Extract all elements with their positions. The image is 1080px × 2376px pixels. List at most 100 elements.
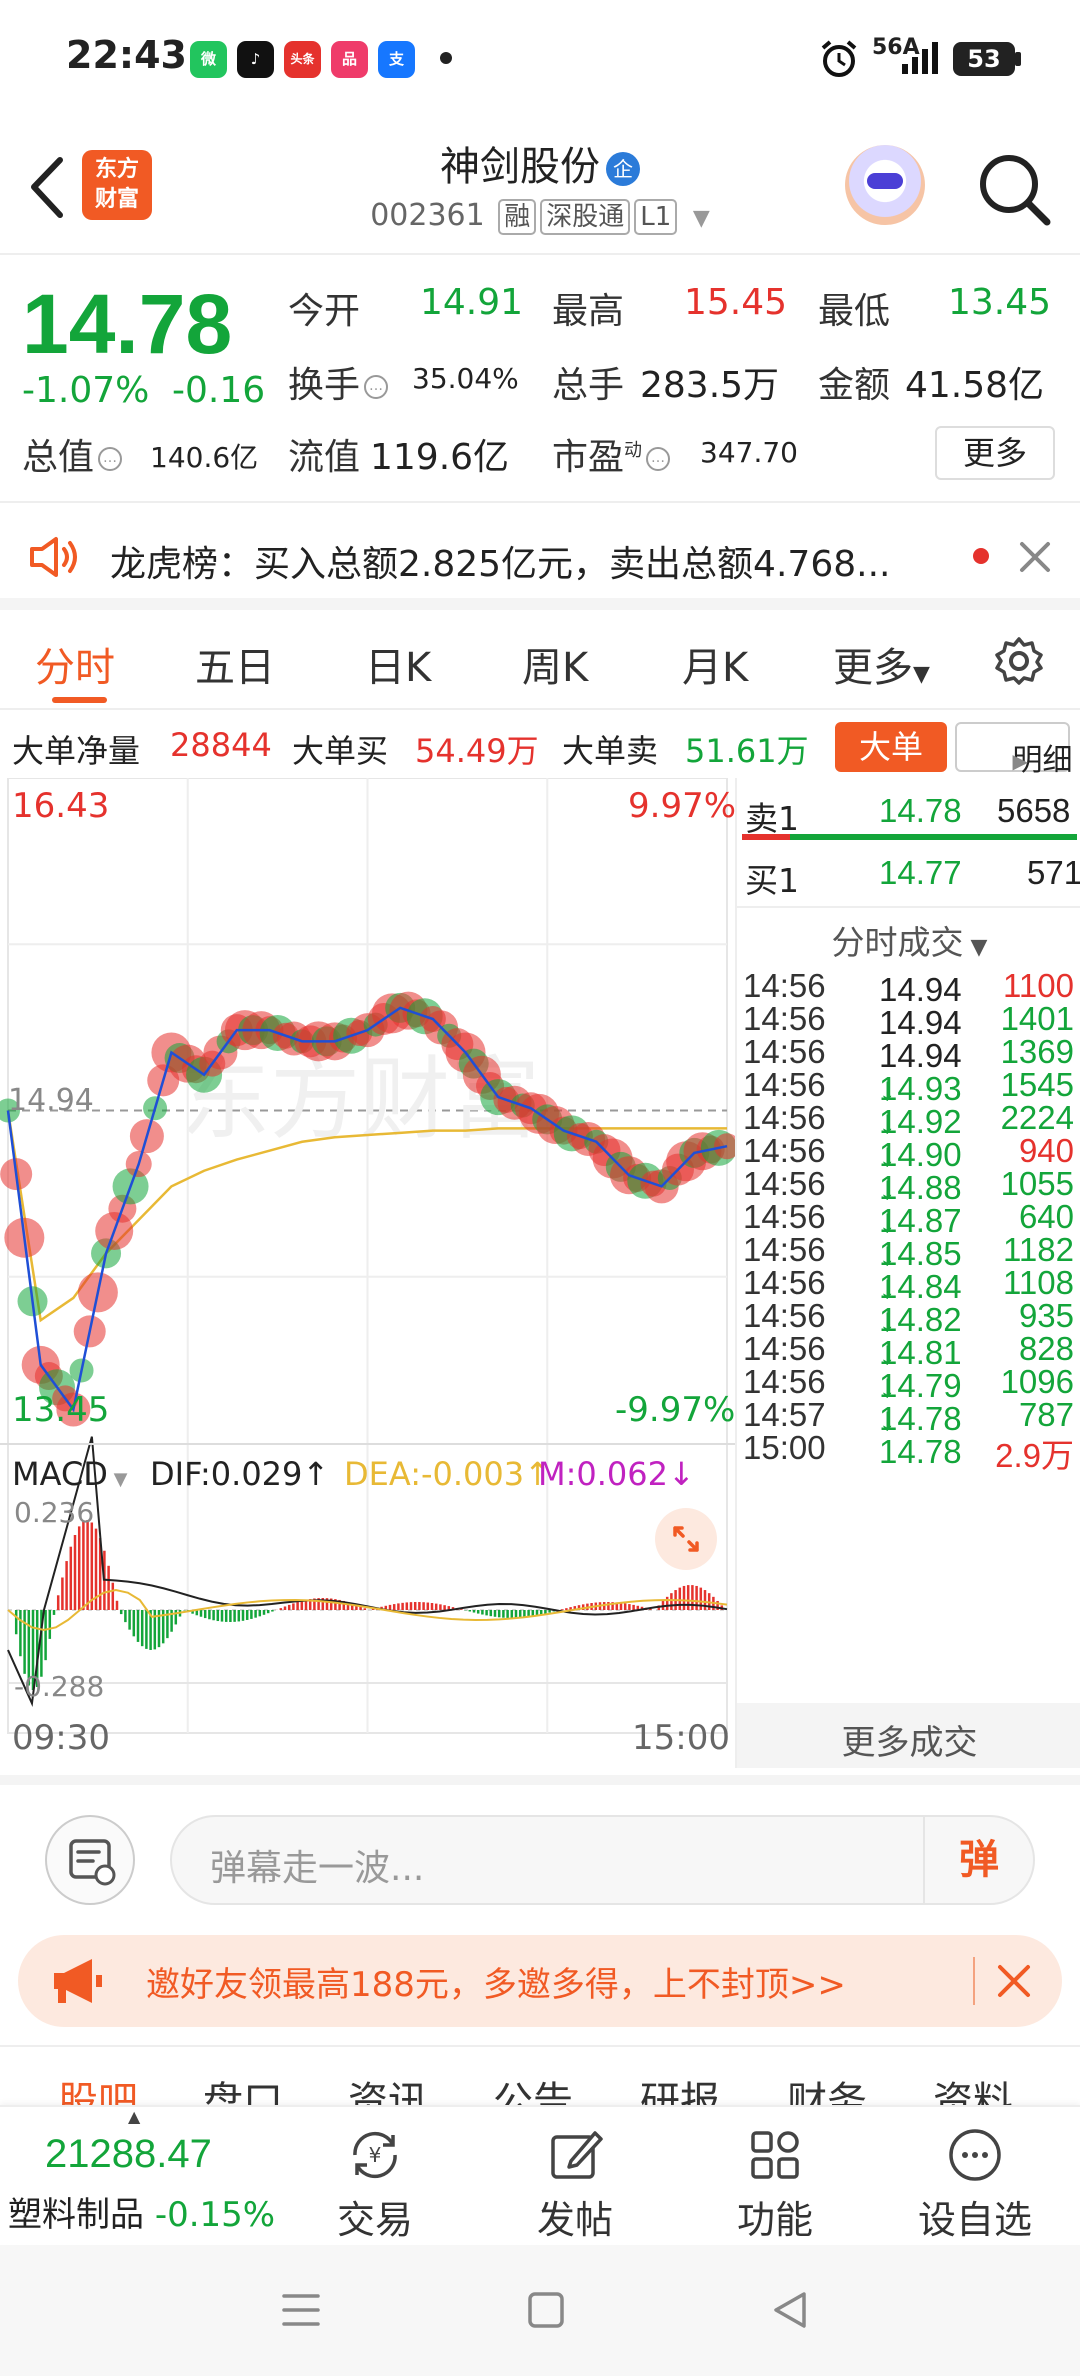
- tick-price-value: 14.87: [879, 1202, 962, 1239]
- tab-profile[interactable]: 资料: [933, 2079, 1013, 2105]
- tick-row: 14:56 14.90 ↓ 940: [737, 1128, 1080, 1178]
- tick-row: 14:56 14.84 ↓ 1108: [737, 1260, 1080, 1310]
- info-icon[interactable]: …: [364, 375, 389, 399]
- tab-weekly-k[interactable]: 周K: [522, 645, 589, 691]
- nav-post[interactable]: 发帖: [510, 2107, 640, 2247]
- level-tag: L1: [634, 199, 678, 235]
- invite-promo-banner[interactable]: 邀好友领最高188元，多邀多得，上不封顶>>: [18, 1935, 1062, 2027]
- close-icon[interactable]: [1018, 540, 1052, 574]
- low-label: 最低: [818, 291, 891, 332]
- sector-name: 塑料制品: [8, 2195, 144, 2235]
- tab-more-label: 更多: [833, 645, 913, 691]
- caret-up-icon: ▲: [128, 2107, 141, 2126]
- danmaku-settings-button[interactable]: [45, 1815, 135, 1905]
- expand-chart-button[interactable]: [655, 1508, 717, 1570]
- m-value: M:0.062↓: [538, 1455, 695, 1493]
- close-icon[interactable]: [996, 1963, 1032, 1999]
- tab-research[interactable]: 研报: [640, 2079, 720, 2105]
- back-nav-icon[interactable]: [770, 2290, 810, 2330]
- stock-title: 神剑股份企: [0, 134, 1080, 192]
- tab-daily-k[interactable]: 日K: [365, 645, 432, 691]
- quote-panel: 14.78 -1.07% -0.16 今开 14.91 最高 15.45 最低 …: [0, 258, 1080, 503]
- tab-more[interactable]: 更多▼: [833, 635, 930, 693]
- logo-line2: 财富: [94, 187, 139, 212]
- tick-time: 14:56: [743, 1099, 826, 1136]
- home-icon[interactable]: [526, 2290, 566, 2330]
- assistant-robot-icon[interactable]: [845, 145, 925, 225]
- ticks-title-text: 分时成交: [831, 923, 964, 962]
- nav-add-watchlist[interactable]: 设自选: [910, 2107, 1040, 2247]
- menu-icon[interactable]: [280, 2290, 322, 2330]
- more-circle-icon: [949, 2129, 1001, 2181]
- tick-volume: 640: [1018, 1198, 1074, 1235]
- douyin-icon: ♪: [237, 41, 274, 78]
- battery-icon: 53: [953, 42, 1015, 76]
- danmaku-toggle-button[interactable]: 弹: [923, 1817, 1033, 1903]
- tab-finance[interactable]: 财务: [787, 2079, 867, 2105]
- nav-post-label: 发帖: [536, 2198, 613, 2242]
- tab-intraday[interactable]: 分时: [35, 645, 115, 691]
- app-logo[interactable]: 东方 财富: [82, 150, 152, 220]
- tick-volume: 1108: [1003, 1264, 1074, 1301]
- quote-more-button[interactable]: 更多: [935, 426, 1055, 480]
- tick-time: 14:56: [743, 1330, 826, 1367]
- tab-announcements[interactable]: 公告: [493, 2079, 573, 2105]
- grid-icon: [751, 2131, 799, 2179]
- big-order-button[interactable]: 大单: [835, 722, 947, 772]
- pe-superscript: 动: [624, 440, 643, 461]
- tab-guba[interactable]: 股吧: [58, 2079, 138, 2105]
- tab-pankou[interactable]: 盘口: [203, 2079, 283, 2105]
- search-icon[interactable]: [975, 150, 1055, 230]
- stock-subtitle[interactable]: 002361 融深股通 L1 ▼: [0, 198, 1080, 235]
- pe-label-text: 市盈: [552, 437, 625, 478]
- danmaku-input[interactable]: 弹幕走一波... 弹: [170, 1815, 1035, 1905]
- open-label: 今开: [288, 291, 361, 332]
- stock-code: 002361: [370, 198, 485, 233]
- y-max-label: 16.43: [12, 786, 110, 826]
- buy1-price: 14.77: [879, 854, 962, 891]
- tick-row: 14:56 14.85 ↓ 1182: [737, 1227, 1080, 1277]
- tick-price-value: 14.94: [879, 1004, 962, 1041]
- dropdown-icon: ▼: [913, 662, 930, 687]
- nav-trade[interactable]: ¥ 交易: [310, 2107, 440, 2247]
- notice-text: 龙虎榜：买入总额2.825亿元，卖出总额4.768...: [110, 544, 891, 585]
- buy1-row: 买1 14.77 571: [737, 848, 1080, 900]
- intraday-chart[interactable]: 东方财富 16.43 9.97% 13.45 -9.97% 14.94 MACD…: [0, 778, 736, 1768]
- time-start-label: 09:30: [12, 1718, 110, 1758]
- sell-order-bubble: [0, 1098, 20, 1123]
- info-icon[interactable]: …: [646, 447, 671, 471]
- macd-selector[interactable]: MACD ▼: [12, 1455, 128, 1493]
- chevron-down-icon: ▼: [692, 206, 710, 231]
- ticks-title[interactable]: 分时成交 ▼: [737, 908, 1080, 964]
- tick-price-value: 14.93: [879, 1070, 962, 1107]
- dragon-tiger-notice[interactable]: 龙虎榜：买入总额2.825亿元，卖出总额4.768...: [0, 505, 1080, 610]
- buy1-label: 买1: [745, 861, 799, 900]
- ask-bar: [790, 834, 1077, 840]
- gear-icon[interactable]: [993, 635, 1045, 687]
- tab-news[interactable]: 资讯: [348, 2079, 428, 2105]
- tick-volume: 1055: [1000, 1165, 1074, 1202]
- tick-volume: 1182: [1003, 1231, 1074, 1268]
- tab-five-day[interactable]: 五日: [195, 645, 275, 691]
- tick-volume: 2224: [1000, 1099, 1074, 1136]
- tick-arrow-icon: ↓: [879, 1202, 896, 1239]
- high-label: 最高: [552, 291, 625, 332]
- more-ticks-button[interactable]: 更多成交: [737, 1703, 1080, 1768]
- sector-index[interactable]: ▲ 21288.47 塑料制品 -0.15%: [0, 2107, 290, 2247]
- tick-arrow-icon: ↓: [879, 1235, 896, 1272]
- amount-label: 金额: [818, 365, 891, 406]
- detail-button[interactable]: 明细 ▶: [955, 722, 1073, 778]
- back-icon[interactable]: [22, 155, 72, 220]
- divider: [737, 906, 1080, 908]
- tab-monthly-k[interactable]: 月K: [682, 645, 749, 691]
- turnover-label-text: 换手: [288, 365, 361, 406]
- bid-bar: [742, 834, 790, 840]
- alarm-icon: [821, 40, 857, 77]
- wechat-icon: 微: [190, 41, 227, 78]
- float-label: 流值: [288, 437, 361, 478]
- tick-price-value: 14.90: [879, 1136, 962, 1173]
- info-icon[interactable]: …: [98, 447, 123, 471]
- nav-functions[interactable]: 功能: [710, 2107, 840, 2247]
- stock-name: 神剑股份: [440, 144, 600, 190]
- dea-text: DEA:-0.003: [344, 1455, 525, 1493]
